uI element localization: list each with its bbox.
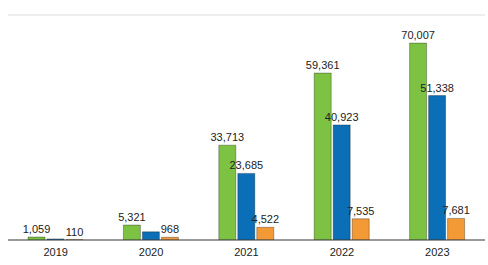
svg-text:2019: 2019 — [43, 246, 67, 258]
svg-text:2021: 2021 — [234, 246, 258, 258]
svg-text:2020: 2020 — [139, 246, 163, 258]
svg-text:51,338: 51,338 — [420, 82, 454, 94]
svg-text:59,361: 59,361 — [306, 59, 340, 71]
svg-text:968: 968 — [161, 223, 179, 235]
svg-text:110: 110 — [66, 226, 84, 238]
svg-text:40,923: 40,923 — [325, 111, 359, 123]
svg-text:23,685: 23,685 — [229, 159, 263, 171]
svg-text:2022: 2022 — [330, 246, 354, 258]
svg-text:7,535: 7,535 — [347, 205, 375, 217]
svg-text:70,007: 70,007 — [401, 29, 435, 41]
svg-text:7,681: 7,681 — [442, 204, 470, 216]
svg-text:4,522: 4,522 — [252, 213, 280, 225]
svg-text:1,059: 1,059 — [23, 223, 51, 235]
svg-text:33,713: 33,713 — [210, 131, 244, 143]
svg-text:5,321: 5,321 — [118, 211, 146, 223]
svg-text:2023: 2023 — [425, 246, 449, 258]
